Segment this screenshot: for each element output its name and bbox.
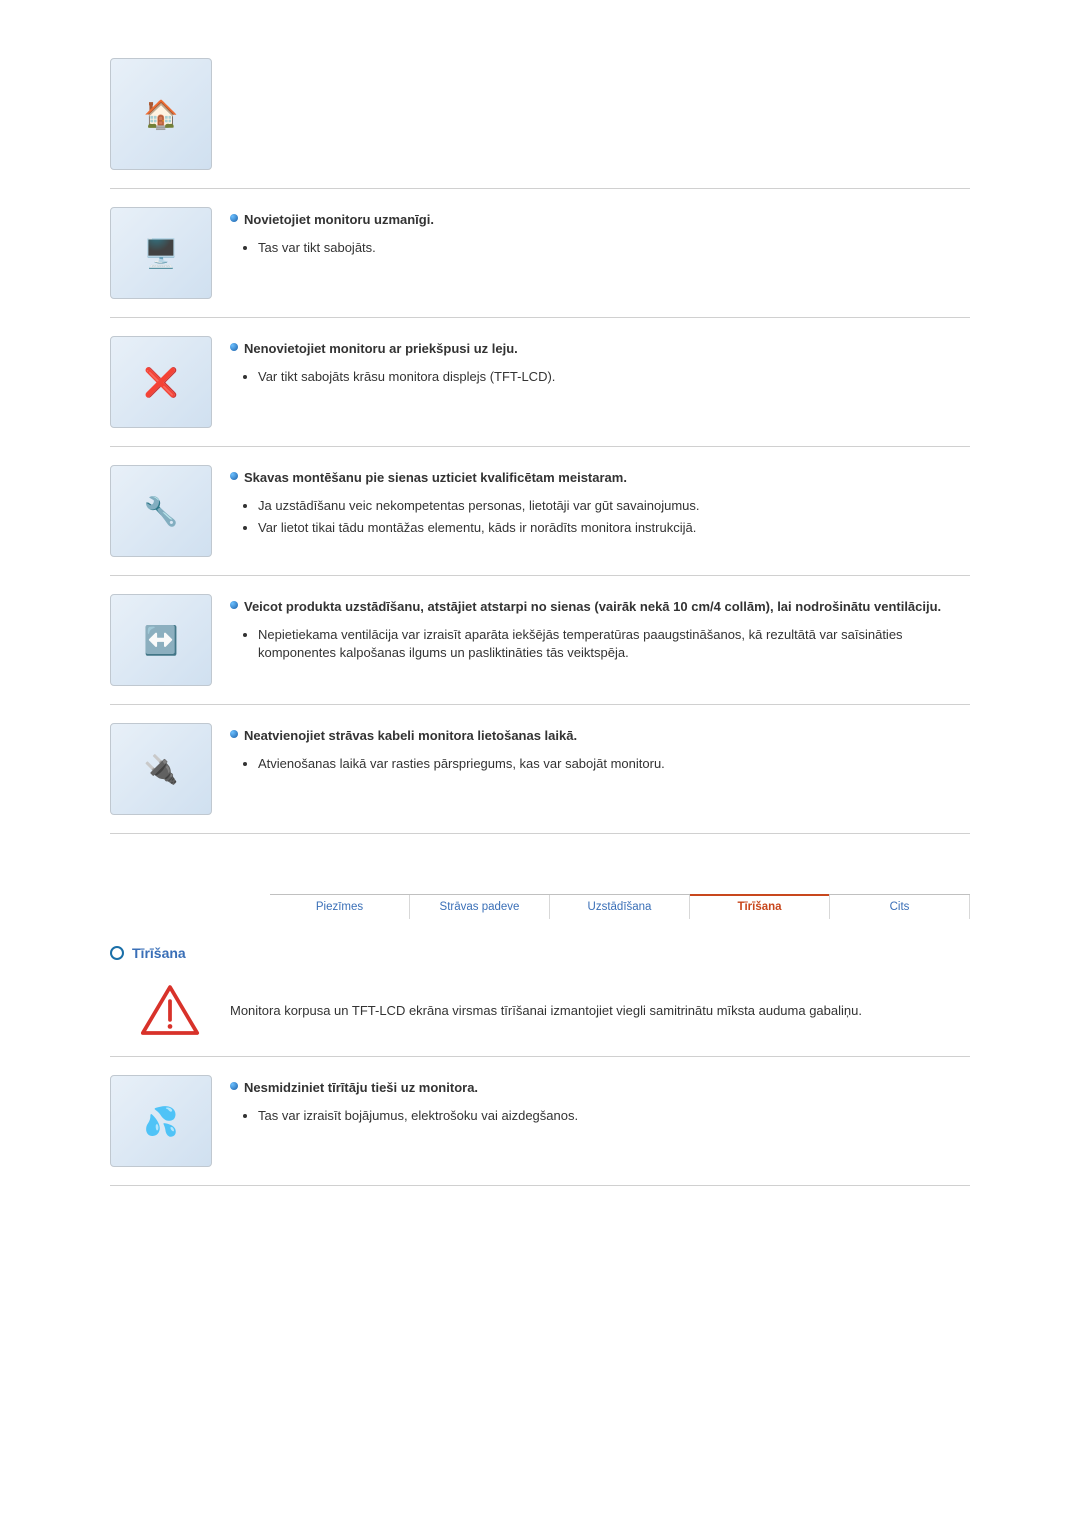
bullet-icon <box>230 1082 238 1090</box>
tab-tirisana[interactable]: Tīrīšana <box>690 895 830 919</box>
section-point: Ja uzstādīšanu veic nekompetentas person… <box>258 497 970 516</box>
illustration-unplug: 🔌 <box>110 723 212 815</box>
section-heading: Nenovietojiet monitoru ar priekšpusi uz … <box>244 340 518 358</box>
section-point: Var lietot tikai tādu montāžas elementu,… <box>258 519 970 538</box>
illustration-bookshelf: 🏠 <box>110 58 212 170</box>
tabs-nav: Piezīmes Strāvas padeve Uzstādīšana Tīrī… <box>270 894 970 919</box>
warning-icon <box>110 983 230 1038</box>
tab-stravas-padeve[interactable]: Strāvas padeve <box>410 895 550 919</box>
section-title: Tīrīšana <box>132 945 186 961</box>
section-point: Nepietiekama ventilācija var izraisīt ap… <box>258 626 970 664</box>
tab-cits[interactable]: Cits <box>830 895 970 919</box>
warning-text: Monitora korpusa un TFT-LCD ekrāna virsm… <box>230 1001 970 1021</box>
section-heading: Skavas montēšanu pie sienas uzticiet kva… <box>244 469 627 487</box>
tab-uzstadisana[interactable]: Uzstādīšana <box>550 895 690 919</box>
illustration-ventilation: ↔️ <box>110 594 212 686</box>
bullet-icon <box>230 214 238 222</box>
section-point: Tas var izraisīt bojājumus, elektrošoku … <box>258 1107 970 1126</box>
illustration-carry-monitor: 🖥️ <box>110 207 212 299</box>
tab-piezimes[interactable]: Piezīmes <box>270 895 410 919</box>
bullet-icon <box>230 343 238 351</box>
illustration-facedown: ❌ <box>110 336 212 428</box>
section-heading: Nesmidziniet tīrītāju tieši uz monitora. <box>244 1079 478 1097</box>
bullet-icon <box>230 730 238 738</box>
section-heading: Neatvienojiet strāvas kabeli monitora li… <box>244 727 577 745</box>
section-point: Var tikt sabojāts krāsu monitora displej… <box>258 368 970 387</box>
illustration-spray-cleaner: 💦 <box>110 1075 212 1167</box>
illustration-wall-mount: 🔧 <box>110 465 212 557</box>
section-point: Atvienošanas laikā var rasties pārsprieg… <box>258 755 970 774</box>
section-point: Tas var tikt sabojāts. <box>258 239 970 258</box>
section-heading: Novietojiet monitoru uzmanīgi. <box>244 211 434 229</box>
bullet-icon <box>230 472 238 480</box>
bullet-icon <box>230 601 238 609</box>
section-heading: Veicot produkta uzstādīšanu, atstājiet a… <box>244 598 941 616</box>
section-marker-icon <box>110 946 124 960</box>
